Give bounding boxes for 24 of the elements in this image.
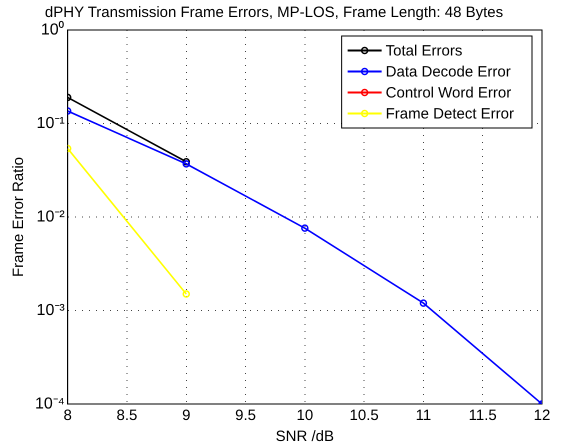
y-tick-label: 10⁻⁴ — [35, 395, 65, 412]
point — [182, 160, 190, 168]
point — [420, 299, 428, 307]
x-tick-label: 10 — [296, 407, 314, 424]
x-tick-label: 12 — [534, 407, 550, 424]
x-tick-label: 9.5 — [235, 407, 256, 424]
y-axis-title: Frame Error Ratio — [10, 156, 28, 278]
x-tick-label: 9 — [182, 407, 190, 424]
y-tick-label: 10⁻¹ — [36, 114, 65, 132]
chart-title: dPHY Transmission Frame Errors, MP-LOS, Frame Length: 48 Bytes — [44, 4, 504, 22]
y-tick-label: 10⁻³ — [36, 302, 66, 319]
legend-label: Control Word Error — [386, 84, 512, 102]
x-tick-label: 8 — [64, 407, 72, 424]
y-tick-label: 10⁻² — [36, 208, 66, 226]
x-tick-label: 11.5 — [468, 407, 497, 424]
point — [301, 224, 309, 232]
x-tick-label: 11 — [416, 407, 432, 424]
y-tick-label: 10⁰ — [40, 20, 65, 38]
x-axis-title: SNR /dB — [276, 428, 334, 446]
x-tick-label: 10.5 — [350, 407, 379, 424]
legend-label: Total Errors — [386, 42, 462, 60]
legend-label: Frame Detect Error — [386, 106, 514, 123]
x-tick-label: 8.5 — [116, 407, 138, 424]
legend-label: Data Decode Error — [386, 64, 511, 81]
